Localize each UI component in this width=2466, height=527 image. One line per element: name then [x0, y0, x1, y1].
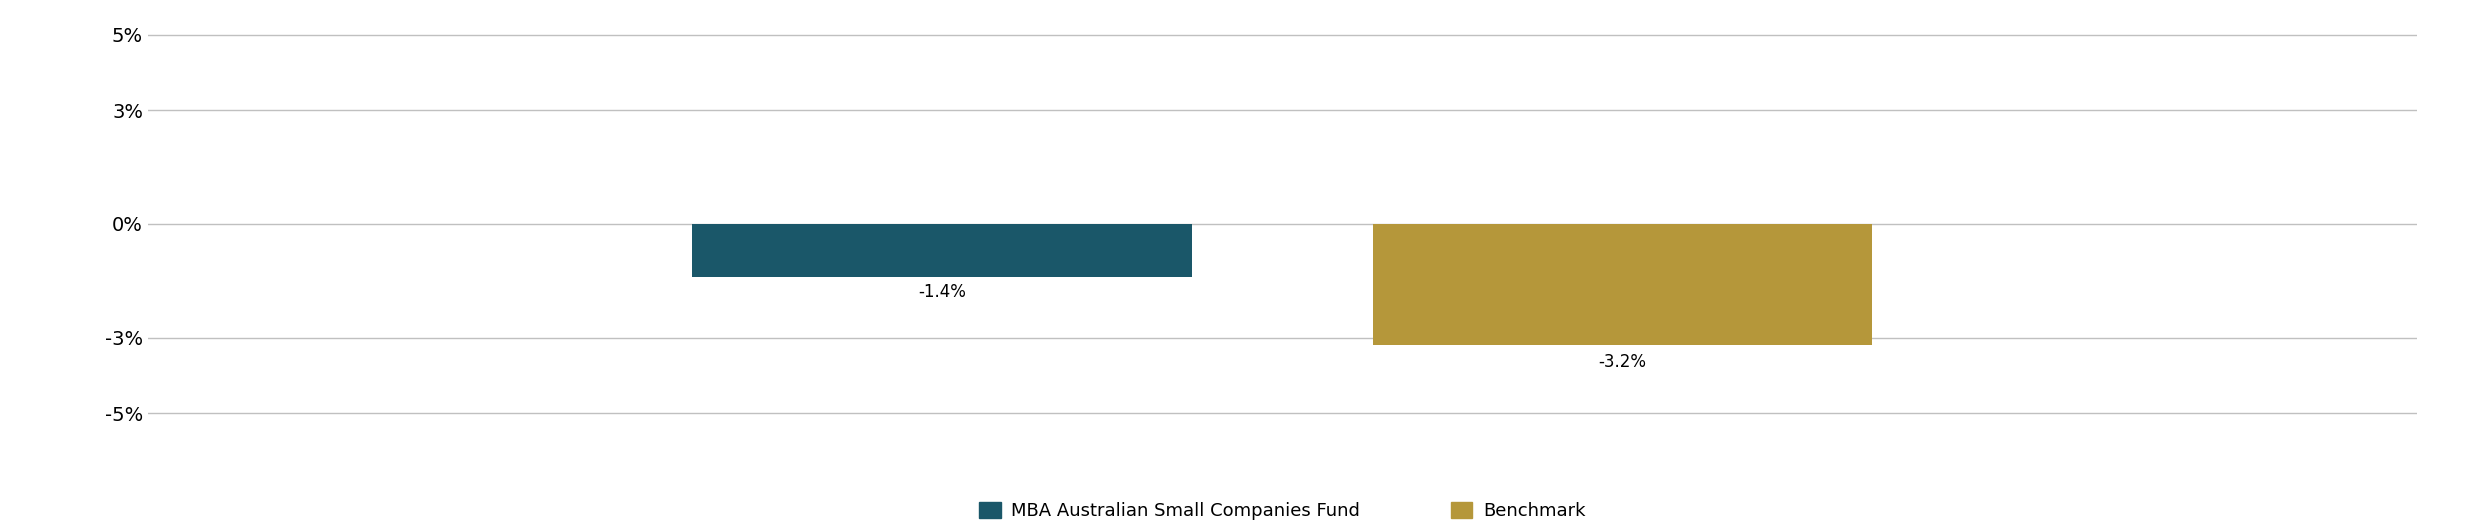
- Bar: [693, 224, 1191, 277]
- Legend: MBA Australian Small Companies Fund, Benchmark: MBA Australian Small Companies Fund, Ben…: [972, 494, 1593, 527]
- Text: -3.2%: -3.2%: [1598, 353, 1647, 370]
- Bar: [1374, 224, 1872, 345]
- Text: -1.4%: -1.4%: [917, 282, 967, 300]
